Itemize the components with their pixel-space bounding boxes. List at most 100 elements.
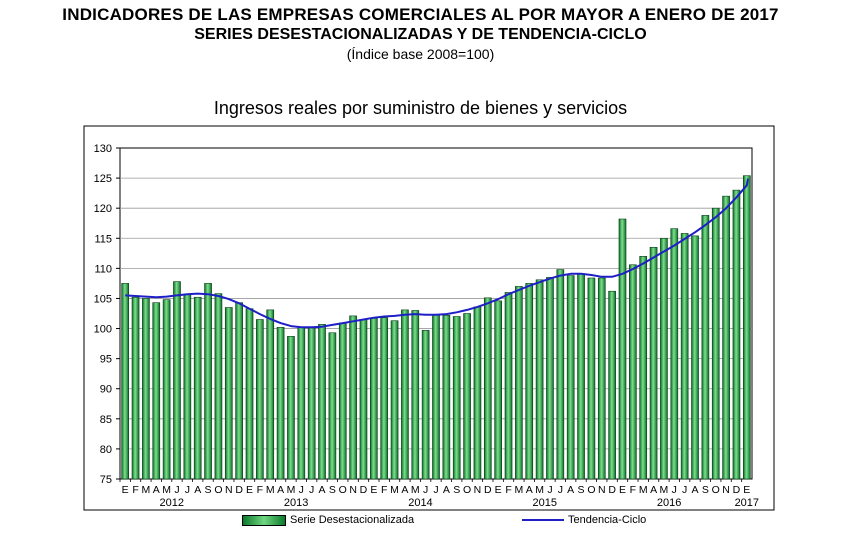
x-tick-label: M xyxy=(411,484,420,496)
x-tick-label: D xyxy=(608,484,616,496)
x-tick-label: D xyxy=(484,484,492,496)
y-tick-label: 120 xyxy=(94,203,112,215)
x-tick-label: J xyxy=(174,484,179,496)
x-tick-label: O xyxy=(214,484,222,496)
x-tick-label: D xyxy=(733,484,741,496)
x-tick-label: S xyxy=(329,484,336,496)
bar xyxy=(722,195,730,480)
bar xyxy=(256,319,264,480)
bar xyxy=(463,313,471,480)
y-tick-label: 85 xyxy=(100,414,112,426)
bar xyxy=(494,300,502,480)
bar xyxy=(121,283,130,480)
year-label: 2014 xyxy=(408,497,432,509)
bar xyxy=(649,247,658,480)
bar xyxy=(535,279,544,480)
bar xyxy=(193,296,202,480)
x-tick-label: A xyxy=(526,484,533,496)
x-tick-label: M xyxy=(142,484,151,496)
bar xyxy=(359,319,368,480)
y-tick-label: 100 xyxy=(94,324,112,336)
bar xyxy=(732,189,741,480)
x-tick-label: E xyxy=(122,484,129,496)
bar xyxy=(287,336,295,480)
x-tick-label: A xyxy=(692,484,699,496)
x-tick-label: N xyxy=(474,484,482,496)
bar xyxy=(525,283,534,480)
x-tick-label: E xyxy=(495,484,502,496)
x-tick-label: N xyxy=(598,484,606,496)
bar xyxy=(608,290,616,480)
bar xyxy=(432,314,440,480)
x-tick-label: F xyxy=(630,484,636,496)
x-tick-label: O xyxy=(712,484,720,496)
y-tick-label: 130 xyxy=(94,143,112,155)
bar xyxy=(401,309,409,480)
x-tick-label: O xyxy=(587,484,595,496)
legend-bar-swatch xyxy=(242,514,286,526)
y-tick-label: 75 xyxy=(100,474,112,486)
bar xyxy=(411,310,420,480)
x-tick-label: J xyxy=(547,484,552,496)
x-tick-label: N xyxy=(722,484,730,496)
x-tick-label: A xyxy=(319,484,326,496)
bar xyxy=(235,302,243,480)
year-label: 2016 xyxy=(657,497,681,509)
bar xyxy=(670,228,679,480)
bar xyxy=(587,277,596,480)
x-tick-label: J xyxy=(672,484,677,496)
x-tick-label: J xyxy=(682,484,687,496)
bar xyxy=(152,302,161,480)
x-tick-label: M xyxy=(266,484,275,496)
bar xyxy=(691,235,699,480)
bar xyxy=(276,327,285,480)
bar xyxy=(338,322,347,480)
x-tick-label: M xyxy=(390,484,399,496)
x-tick-label: A xyxy=(567,484,574,496)
x-tick-label: N xyxy=(349,484,357,496)
bar xyxy=(307,327,316,480)
bar xyxy=(711,207,720,480)
x-tick-label: S xyxy=(205,484,212,496)
x-tick-label: O xyxy=(463,484,471,496)
bar xyxy=(204,283,212,480)
y-tick-label: 80 xyxy=(100,444,112,456)
legend-label-bars: Serie Desestacionalizada xyxy=(290,514,415,526)
x-tick-label: O xyxy=(339,484,347,496)
bar xyxy=(142,298,150,480)
bar xyxy=(680,233,689,480)
bar xyxy=(618,218,627,480)
bar xyxy=(266,309,275,480)
bar xyxy=(297,327,306,480)
y-tick-label: 115 xyxy=(94,233,112,245)
x-tick-label: J xyxy=(433,484,438,496)
x-tick-label: M xyxy=(162,484,171,496)
x-tick-label: M xyxy=(515,484,524,496)
x-tick-label: M xyxy=(660,484,669,496)
bar xyxy=(214,293,223,480)
bar xyxy=(639,256,648,480)
x-tick-label: D xyxy=(235,484,243,496)
bar xyxy=(442,315,451,480)
report-title: INDICADORES DE LAS EMPRESAS COMERCIALES … xyxy=(62,5,779,24)
bar xyxy=(370,318,378,480)
x-tick-label: E xyxy=(619,484,626,496)
x-tick-label: F xyxy=(257,484,263,496)
bar xyxy=(577,273,585,480)
y-tick-label: 105 xyxy=(94,293,112,305)
bar xyxy=(742,175,751,480)
x-tick-label: F xyxy=(505,484,511,496)
x-tick-label: J xyxy=(423,484,428,496)
bar xyxy=(452,316,461,480)
report-subtitle: SERIES DESESTACIONALIZADAS Y DE TENDENCI… xyxy=(194,26,647,43)
x-tick-label: F xyxy=(132,484,138,496)
x-tick-label: A xyxy=(194,484,201,496)
x-tick-label: M xyxy=(639,484,648,496)
x-tick-label: J xyxy=(309,484,314,496)
x-tick-label: E xyxy=(370,484,377,496)
year-label: 2015 xyxy=(533,497,557,509)
bar xyxy=(390,320,399,480)
year-label: 2017 xyxy=(735,497,759,509)
legend-line-swatch xyxy=(522,519,564,521)
